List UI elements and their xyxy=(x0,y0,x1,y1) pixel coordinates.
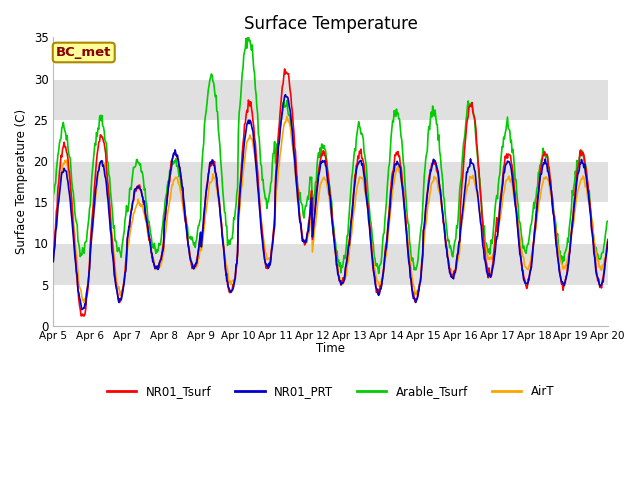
Arable_Tsurf xyxy=(60,120,67,125)
Arable_Tsurf xyxy=(202,109,210,115)
AirT xyxy=(49,258,57,264)
Arable_Tsurf xyxy=(399,160,407,166)
Arable_Tsurf xyxy=(244,34,252,39)
Legend: NR01_Tsurf, NR01_PRT, Arable_Tsurf, AirT: NR01_Tsurf, NR01_PRT, Arable_Tsurf, AirT xyxy=(102,381,559,403)
AirT xyxy=(117,288,125,294)
AirT xyxy=(60,161,67,167)
NR01_Tsurf xyxy=(416,282,424,288)
NR01_Tsurf xyxy=(80,313,88,319)
Bar xyxy=(53,161,608,202)
Text: BC_met: BC_met xyxy=(56,46,111,59)
NR01_PRT xyxy=(117,297,125,303)
AirT xyxy=(283,114,291,120)
Arable_Tsurf xyxy=(416,239,424,244)
NR01_Tsurf xyxy=(49,252,57,257)
NR01_Tsurf xyxy=(203,182,211,188)
Bar xyxy=(53,243,608,285)
X-axis label: Time: Time xyxy=(316,342,345,355)
NR01_Tsurf xyxy=(60,144,67,150)
NR01_PRT xyxy=(60,169,67,175)
NR01_Tsurf xyxy=(399,187,407,192)
NR01_Tsurf xyxy=(117,296,125,301)
Bar xyxy=(53,79,608,120)
Line: NR01_Tsurf: NR01_Tsurf xyxy=(53,69,608,316)
NR01_PRT xyxy=(203,185,211,191)
AirT xyxy=(399,193,407,199)
AirT xyxy=(173,174,181,180)
NR01_PRT xyxy=(399,195,407,201)
Line: AirT: AirT xyxy=(53,117,608,303)
Y-axis label: Surface Temperature (C): Surface Temperature (C) xyxy=(15,109,28,254)
NR01_PRT xyxy=(78,307,86,312)
Line: Arable_Tsurf: Arable_Tsurf xyxy=(53,36,608,274)
Arable_Tsurf xyxy=(116,250,124,256)
Arable_Tsurf xyxy=(49,192,57,198)
NR01_PRT xyxy=(604,239,612,245)
NR01_Tsurf xyxy=(173,156,181,162)
NR01_Tsurf xyxy=(604,237,612,242)
AirT xyxy=(416,282,424,288)
Arable_Tsurf xyxy=(604,218,612,224)
Arable_Tsurf xyxy=(173,163,180,169)
NR01_PRT xyxy=(173,152,181,158)
NR01_Tsurf xyxy=(281,66,289,72)
AirT xyxy=(80,300,88,306)
Arable_Tsurf xyxy=(375,271,383,276)
Line: NR01_PRT: NR01_PRT xyxy=(53,95,608,310)
NR01_PRT xyxy=(416,281,424,287)
NR01_PRT xyxy=(49,259,57,264)
NR01_PRT xyxy=(282,92,289,97)
Title: Surface Temperature: Surface Temperature xyxy=(244,15,417,33)
AirT xyxy=(203,204,211,209)
AirT xyxy=(604,241,612,247)
